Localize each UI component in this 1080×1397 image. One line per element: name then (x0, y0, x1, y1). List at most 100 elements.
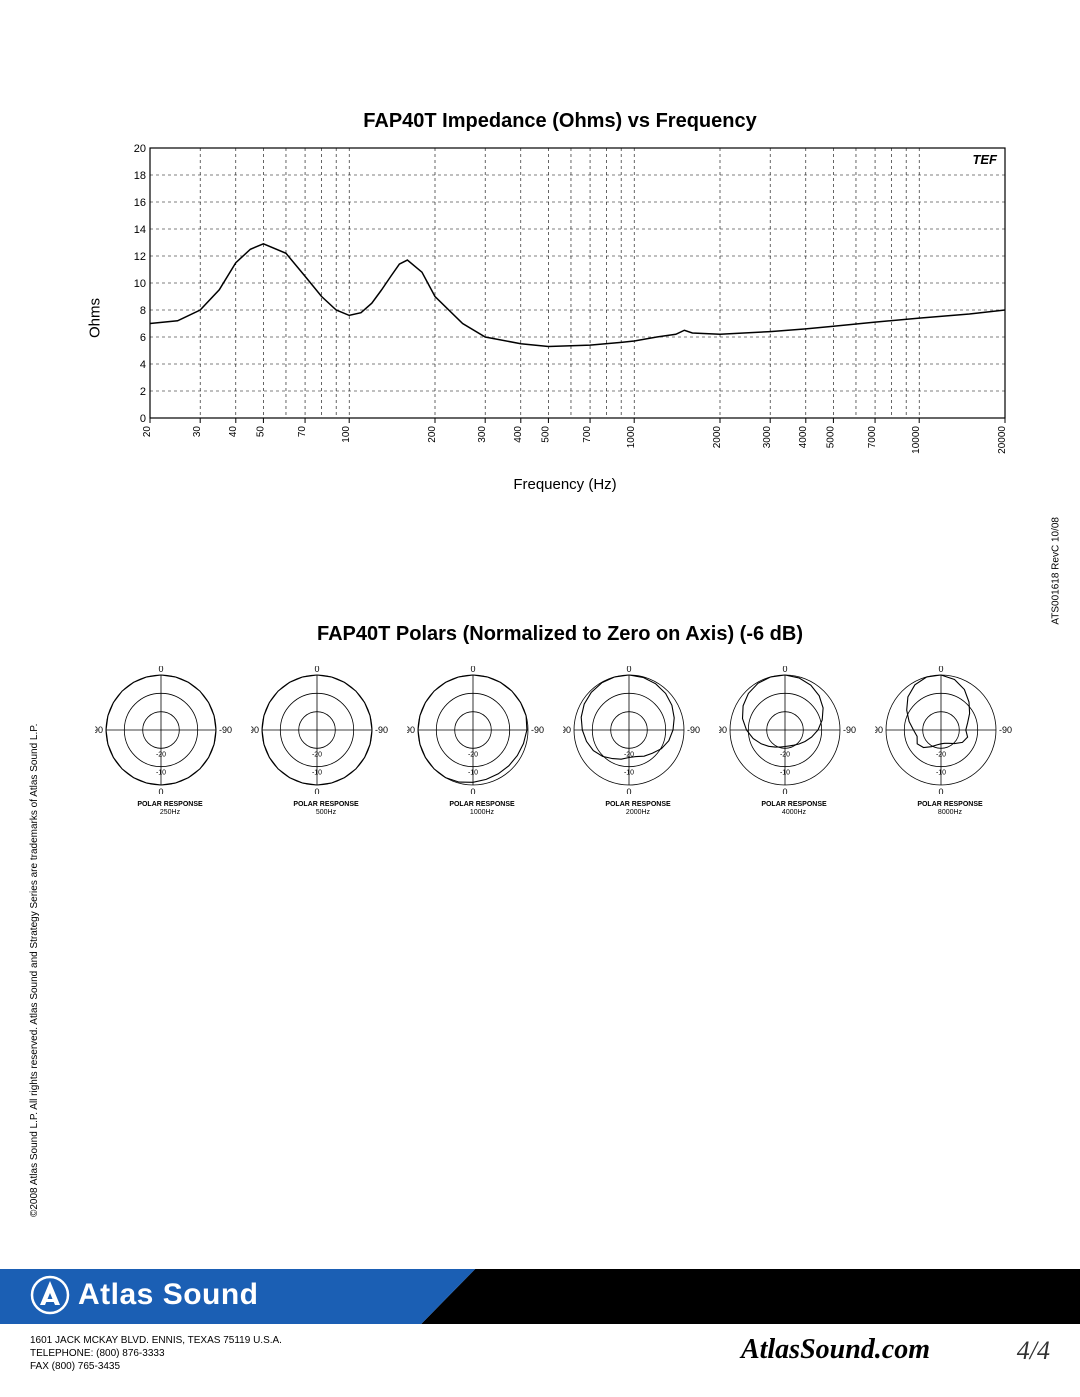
atlas-logo-icon (30, 1275, 70, 1315)
svg-text:-20: -20 (156, 751, 166, 758)
svg-text:500: 500 (540, 426, 551, 443)
svg-text:-20: -20 (780, 751, 790, 758)
svg-text:0: 0 (938, 666, 943, 674)
svg-text:-90: -90 (531, 725, 544, 735)
svg-text:0: 0 (782, 787, 787, 794)
svg-text:6: 6 (140, 332, 146, 344)
svg-text:-90: -90 (563, 725, 571, 735)
page-footer: Atlas Sound 1601 JACK MCKAY BLVD. ENNIS,… (0, 1269, 1080, 1397)
svg-text:0: 0 (158, 666, 163, 674)
polar-freq-label: 500Hz (251, 809, 401, 816)
polar-svg: 00-90-90-20-10 (563, 666, 713, 794)
svg-text:0: 0 (470, 787, 475, 794)
polar-caption: POLAR RESPONSE (719, 801, 869, 809)
svg-text:-20: -20 (936, 751, 946, 758)
polar-svg: 00-90-90-20-10 (719, 666, 869, 794)
svg-text:14: 14 (134, 224, 146, 236)
svg-text:-90: -90 (843, 725, 856, 735)
svg-text:0: 0 (938, 787, 943, 794)
polar-chart-title: FAP40T Polars (Normalized to Zero on Axi… (85, 623, 1035, 646)
svg-text:0: 0 (314, 666, 319, 674)
doc-id-text: ATS001618 RevC 10/08 (1051, 517, 1062, 625)
polar-plot: 00-90-90-20-10 POLAR RESPONSE 4000Hz (719, 666, 869, 816)
polar-caption: POLAR RESPONSE (407, 801, 557, 809)
svg-text:-90: -90 (375, 725, 388, 735)
svg-text:-90: -90 (875, 725, 883, 735)
impedance-xlabel: Frequency (Hz) (115, 476, 1015, 493)
svg-text:5000: 5000 (825, 426, 836, 449)
svg-text:12: 12 (134, 251, 146, 263)
svg-text:-90: -90 (407, 725, 415, 735)
svg-text:-20: -20 (312, 751, 322, 758)
svg-text:-90: -90 (999, 725, 1012, 735)
svg-text:40: 40 (228, 426, 239, 438)
brand-name: Atlas Sound (78, 1278, 259, 1312)
svg-text:10000: 10000 (911, 426, 922, 454)
svg-text:50: 50 (255, 426, 266, 438)
svg-text:16: 16 (134, 197, 146, 209)
polar-plot: 0 0 -90 -90 -20 -10 POLAR RESPONSE 250Hz (95, 666, 245, 816)
svg-text:-10: -10 (156, 770, 166, 777)
polar-freq-label: 250Hz (95, 809, 245, 816)
svg-text:-10: -10 (936, 770, 946, 777)
svg-text:18: 18 (134, 170, 146, 182)
polar-caption: POLAR RESPONSE (95, 801, 245, 809)
svg-text:TEF: TEF (972, 152, 998, 167)
svg-text:-90: -90 (95, 725, 103, 735)
svg-text:-20: -20 (468, 751, 478, 758)
polar-svg: 0 0 -90 -90 -20 -10 (95, 666, 245, 794)
svg-text:-10: -10 (624, 770, 634, 777)
polar-plot: 0 0 -90 -90 -20 -10 POLAR RESPONSE 1000Hz (407, 666, 557, 816)
svg-text:2: 2 (140, 386, 146, 398)
svg-text:-90: -90 (219, 725, 232, 735)
polar-caption: POLAR RESPONSE (563, 801, 713, 809)
svg-text:700: 700 (582, 426, 593, 443)
polar-charts-row: 0 0 -90 -90 -20 -10 POLAR RESPONSE 250Hz 0 0 -90… (95, 666, 1025, 816)
svg-text:3000: 3000 (762, 426, 773, 449)
polar-svg: 0 0 -90 -90 -20 -10 (875, 666, 1025, 794)
svg-text:0: 0 (626, 787, 631, 794)
impedance-chart-title: FAP40T Impedance (Ohms) vs Frequency (85, 110, 1035, 133)
svg-text:7000: 7000 (867, 426, 878, 449)
polar-freq-label: 1000Hz (407, 809, 557, 816)
svg-text:4000: 4000 (798, 426, 809, 449)
svg-text:0: 0 (158, 787, 163, 794)
page-number: 4/4 (1017, 1336, 1050, 1366)
svg-text:8: 8 (140, 305, 146, 317)
svg-text:20000: 20000 (997, 426, 1008, 454)
polar-caption: POLAR RESPONSE (251, 801, 401, 809)
svg-text:0: 0 (626, 666, 631, 674)
svg-text:70: 70 (297, 426, 308, 438)
svg-text:0: 0 (140, 413, 146, 425)
svg-text:20: 20 (142, 426, 153, 438)
footer-url: AtlasSound.com (741, 1334, 930, 1366)
polar-plot: 00-90-90-20-10 POLAR RESPONSE 8000Hz (875, 666, 1025, 816)
svg-text:0: 0 (470, 666, 475, 674)
svg-text:400: 400 (513, 426, 524, 443)
svg-text:100: 100 (341, 426, 352, 443)
impedance-ylabel: Ohms (87, 298, 104, 338)
svg-text:-90: -90 (687, 725, 700, 735)
footer-color-bar: Atlas Sound (0, 1269, 1080, 1324)
polar-svg: 00-90-90-20-10 (251, 666, 401, 794)
svg-text:10: 10 (134, 278, 146, 290)
brand-logo: Atlas Sound (30, 1275, 259, 1315)
polar-freq-label: 4000Hz (719, 809, 869, 816)
svg-text:1000: 1000 (626, 426, 637, 449)
polar-svg: 0 0 -90 -90 -20 -10 (407, 666, 557, 794)
copyright-text: ©2008 Atlas Sound L.P. All rights reserv… (29, 317, 40, 1217)
svg-text:-10: -10 (468, 770, 478, 777)
polar-freq-label: 8000Hz (875, 809, 1025, 816)
svg-text:300: 300 (477, 426, 488, 443)
polar-plot: 00-90-90-20-10 POLAR RESPONSE 500Hz (251, 666, 401, 816)
svg-text:0: 0 (314, 787, 319, 794)
polar-freq-label: 2000Hz (563, 809, 713, 816)
svg-text:-90: -90 (719, 725, 727, 735)
svg-text:-90: -90 (251, 725, 259, 735)
svg-text:30: 30 (192, 426, 203, 438)
svg-text:4: 4 (140, 359, 146, 371)
polar-plot: 00-90-90-20-10 POLAR RESPONSE 2000Hz (563, 666, 713, 816)
svg-text:200: 200 (427, 426, 438, 443)
svg-text:20: 20 (134, 143, 146, 155)
impedance-chart-svg: 0 2 4 6 8 10 12 14 16 18 20 20 30 40 50 70 100 200 300 400 5… (115, 143, 1015, 463)
